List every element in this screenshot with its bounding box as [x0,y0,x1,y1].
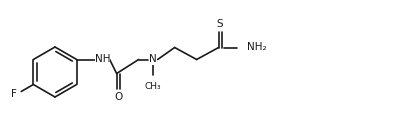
Text: NH: NH [94,53,110,64]
Text: CH₃: CH₃ [144,83,161,92]
Text: NH₂: NH₂ [246,42,265,52]
Text: S: S [216,18,223,29]
Text: O: O [114,92,122,103]
Text: N: N [148,55,156,64]
Text: F: F [11,89,17,99]
